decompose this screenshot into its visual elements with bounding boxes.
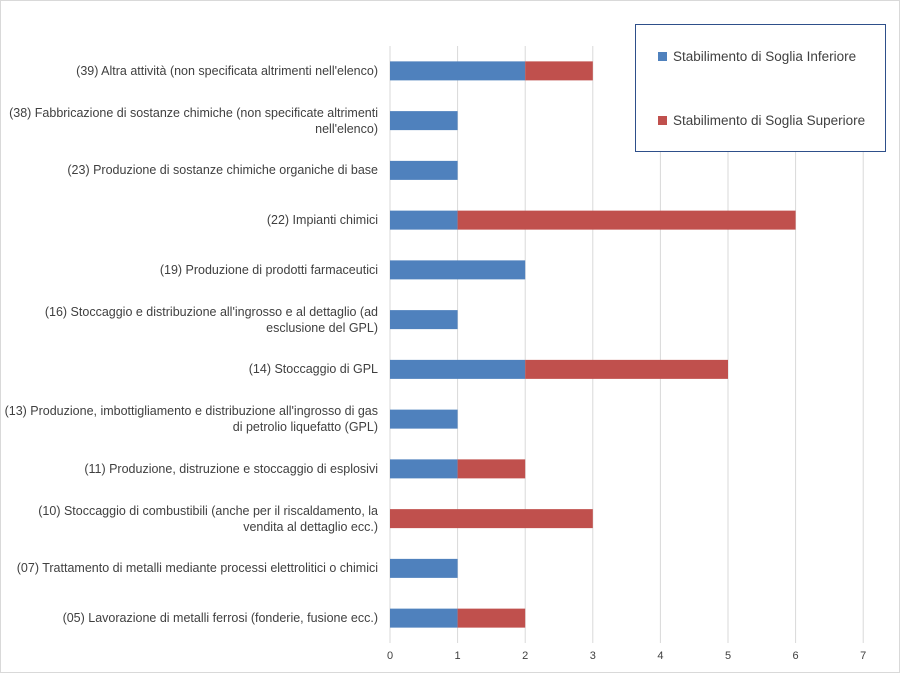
category-label: (14) Stoccaggio di GPL bbox=[248, 362, 378, 377]
category-label: (39) Altra attività (non specificata alt… bbox=[76, 63, 378, 78]
x-tick-label: 6 bbox=[792, 650, 799, 662]
bar-inferiore-0 bbox=[390, 61, 526, 81]
x-tick-label: 5 bbox=[724, 650, 732, 662]
category-label: (07) Trattamento di metalli mediante pro… bbox=[16, 561, 378, 576]
category-label: (38) Fabbricazione di sostanze chimiche … bbox=[9, 105, 378, 136]
bars bbox=[390, 61, 796, 628]
bar-superiore-8 bbox=[457, 459, 526, 479]
bar-inferiore-11 bbox=[390, 608, 458, 628]
legend-label-inferiore: Stabilimento di Soglia Inferiore bbox=[673, 49, 857, 64]
legend-label-superiore: Stabilimento di Soglia Superiore bbox=[673, 113, 866, 128]
legend-item-inferiore: Stabilimento di Soglia Inferiore bbox=[658, 49, 856, 64]
legend-swatch-inferiore bbox=[658, 52, 667, 61]
legend-swatch-superiore bbox=[658, 116, 667, 125]
category-label: (19) Produzione di prodotti farmaceutici bbox=[159, 262, 378, 277]
bar-inferiore-8 bbox=[390, 459, 458, 479]
legend-item-superiore: Stabilimento di Soglia Superiore bbox=[658, 113, 865, 128]
bar-superiore-3 bbox=[457, 210, 796, 230]
bar-inferiore-10 bbox=[390, 558, 458, 578]
x-tick-label: 1 bbox=[454, 650, 461, 662]
bar-inferiore-5 bbox=[390, 310, 458, 330]
bar-superiore-9 bbox=[390, 509, 593, 529]
category-label: (22) Impianti chimici bbox=[266, 213, 378, 228]
category-label: (05) Lavorazione di metalli ferrosi (fon… bbox=[62, 611, 378, 626]
bar-inferiore-4 bbox=[390, 260, 526, 280]
x-tick-label: 7 bbox=[860, 650, 867, 662]
bar-inferiore-7 bbox=[390, 409, 458, 429]
bar-inferiore-2 bbox=[390, 160, 458, 180]
category-label: (13) Produzione, imbottigliamento e dist… bbox=[4, 404, 378, 435]
x-tick-label: 0 bbox=[386, 650, 394, 662]
bar-superiore-6 bbox=[525, 359, 728, 379]
category-label: (10) Stoccaggio di combustibili (anche p… bbox=[38, 503, 378, 534]
x-tick-label: 3 bbox=[589, 650, 596, 662]
category-label: (11) Produzione, distruzione e stoccaggi… bbox=[84, 461, 378, 476]
bar-superiore-0 bbox=[525, 61, 593, 81]
category-label: (23) Produzione di sostanze chimiche org… bbox=[67, 163, 378, 178]
x-tick-label: 2 bbox=[522, 650, 529, 662]
bar-superiore-11 bbox=[457, 608, 526, 628]
category-label: (16) Stoccaggio e distribuzione all'ingr… bbox=[44, 304, 378, 335]
bar-inferiore-3 bbox=[390, 210, 458, 230]
bar-inferiore-6 bbox=[390, 359, 526, 379]
legend: Stabilimento di Soglia Inferiore Stabili… bbox=[635, 24, 886, 152]
x-tick-label: 4 bbox=[657, 650, 664, 662]
bar-inferiore-1 bbox=[390, 111, 458, 131]
